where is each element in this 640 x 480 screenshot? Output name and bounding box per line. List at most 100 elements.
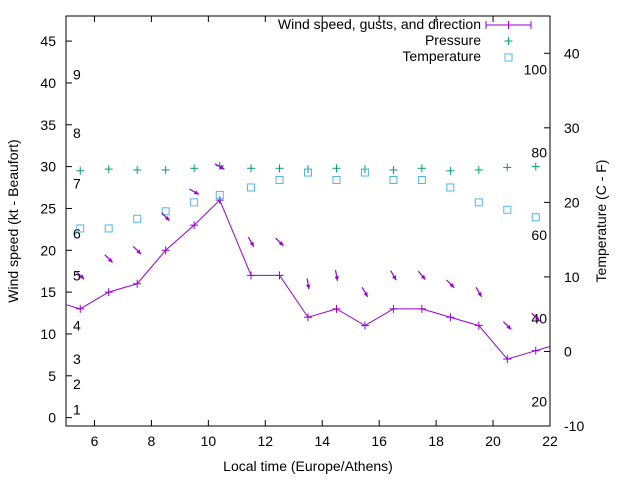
wind-speed-point bbox=[104, 288, 113, 297]
wind-speed-line bbox=[65, 199, 551, 360]
pressure-point bbox=[275, 164, 284, 173]
wind-speed-point bbox=[417, 304, 426, 313]
x-tick-label: 18 bbox=[428, 433, 444, 449]
beaufort-label: 7 bbox=[73, 175, 81, 191]
temperature-point bbox=[304, 168, 312, 177]
fahrenheit-label: 40 bbox=[531, 311, 547, 327]
y2-axis-label: Temperature (C - F) bbox=[593, 160, 609, 283]
pressure-point bbox=[104, 165, 113, 174]
gust-arrow bbox=[531, 312, 541, 322]
legend-wind-label: Wind speed, gusts, and direction bbox=[278, 16, 481, 32]
wind-speed-point bbox=[531, 346, 540, 355]
plot-frame bbox=[65, 15, 551, 427]
fahrenheit-label: 60 bbox=[531, 227, 547, 243]
pressure-point bbox=[389, 165, 398, 174]
gust-arrow bbox=[161, 212, 170, 222]
wind-speed-point bbox=[215, 196, 224, 205]
wind-speed-point bbox=[76, 304, 85, 313]
beaufort-label: 3 bbox=[73, 351, 81, 367]
pressure-point bbox=[474, 165, 483, 174]
pressure-point bbox=[133, 165, 142, 174]
beaufort-label: 5 bbox=[73, 267, 81, 283]
gust-arrow bbox=[446, 279, 455, 289]
gust-arrow bbox=[75, 271, 85, 280]
temperature-point bbox=[360, 168, 369, 177]
temperature-point bbox=[190, 198, 199, 207]
wind-speed-point bbox=[275, 271, 284, 280]
wind-speed-point bbox=[161, 246, 170, 255]
temperature-point bbox=[332, 176, 341, 184]
gust-arrow bbox=[189, 188, 200, 195]
gust-arrow bbox=[390, 270, 397, 281]
x-tick-label: 8 bbox=[148, 433, 156, 449]
y-axis-label: Wind speed (kt - Beaufort) bbox=[5, 139, 21, 302]
pressure-point bbox=[190, 164, 199, 173]
x-axis-label: Local time (Europe/Athens) bbox=[223, 458, 393, 474]
gust-arrow bbox=[334, 269, 339, 281]
gust-arrow bbox=[214, 163, 225, 170]
series-layer bbox=[65, 161, 551, 364]
y2-tick-label: 0 bbox=[564, 343, 572, 359]
y2-tick-label: 40 bbox=[564, 45, 580, 61]
temperature-point bbox=[161, 207, 170, 216]
pressure-point bbox=[76, 166, 85, 175]
y-tick-label: 5 bbox=[48, 368, 56, 384]
fahrenheit-label: 100 bbox=[524, 62, 548, 78]
labels-layer: 6 8 10 12 14 16 18 20 22051015202530354045-10010… bbox=[40, 33, 584, 449]
wind-speed-point bbox=[360, 321, 369, 330]
fahrenheit-label: 20 bbox=[531, 393, 547, 409]
temperature-point bbox=[133, 214, 142, 223]
wind-speed-point bbox=[474, 321, 483, 330]
y-tick-label: 45 bbox=[40, 33, 56, 49]
ticks-layer bbox=[66, 16, 551, 427]
temperature-point bbox=[215, 190, 224, 199]
wind-speed-point bbox=[133, 279, 142, 288]
x-tick-label: 14 bbox=[314, 433, 330, 449]
temperature-point bbox=[275, 176, 284, 184]
pressure-point bbox=[247, 164, 256, 173]
wind-speed-point bbox=[503, 355, 512, 364]
gust-arrow bbox=[247, 236, 255, 247]
pressure-point bbox=[503, 163, 512, 172]
pressure-point bbox=[161, 165, 170, 174]
temperature-point bbox=[503, 205, 512, 214]
wind-speed-point bbox=[332, 304, 341, 313]
beaufort-label: 6 bbox=[73, 226, 81, 242]
gust-arrow bbox=[132, 245, 142, 255]
legend: Wind speed, gusts, and direction Pressur… bbox=[278, 16, 532, 64]
temperature-point bbox=[76, 224, 85, 233]
y-tick-label: 30 bbox=[40, 159, 56, 175]
legend-temperature-marker bbox=[504, 53, 513, 62]
beaufort-label: 1 bbox=[73, 401, 81, 417]
x-tick-label: 20 bbox=[485, 433, 501, 449]
gust-arrow bbox=[475, 287, 483, 298]
wind-speed-point bbox=[304, 313, 312, 322]
pressure-point bbox=[446, 166, 455, 175]
y-tick-label: 35 bbox=[40, 117, 56, 133]
wind-speed-point bbox=[389, 304, 398, 313]
beaufort-label: 8 bbox=[73, 125, 81, 141]
temperature-point bbox=[531, 213, 540, 222]
beaufort-label: 2 bbox=[73, 376, 81, 392]
wind-speed-point bbox=[446, 313, 455, 322]
gust-arrow bbox=[502, 321, 512, 330]
pressure-point bbox=[215, 161, 224, 170]
pressure-point bbox=[417, 164, 426, 173]
pressure-point bbox=[531, 162, 540, 171]
temperature-point bbox=[104, 224, 113, 233]
y-tick-label: 20 bbox=[40, 242, 56, 258]
y2-tick-label: 30 bbox=[564, 120, 580, 136]
gust-arrows-layer bbox=[75, 163, 541, 330]
gust-arrow bbox=[417, 270, 426, 280]
x-tick-label: 6 bbox=[91, 433, 99, 449]
y-tick-label: 40 bbox=[40, 75, 56, 91]
fahrenheit-label: 80 bbox=[531, 144, 547, 160]
gust-arrow bbox=[104, 254, 114, 263]
temperature-point bbox=[417, 176, 426, 184]
x-tick-label: 16 bbox=[371, 433, 387, 449]
gust-arrow bbox=[306, 278, 311, 290]
temperature-point bbox=[446, 183, 455, 192]
y-tick-label: 15 bbox=[40, 284, 56, 300]
y-tick-label: 10 bbox=[40, 326, 56, 342]
